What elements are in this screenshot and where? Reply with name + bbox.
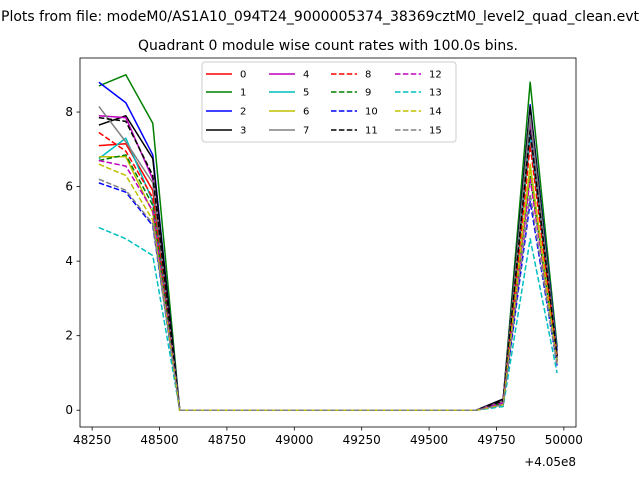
suptitle: Plots from file: modeM0/AS1A10_094T24_90… xyxy=(1,9,639,25)
x-tick-label: 49000 xyxy=(275,433,313,447)
legend-label-11: 11 xyxy=(365,126,378,137)
x-tick-label: 49500 xyxy=(410,433,448,447)
legend-label-13: 13 xyxy=(429,88,442,99)
x-tick-label: 48500 xyxy=(140,433,178,447)
series-line-14 xyxy=(98,163,558,411)
x-offset-label: +4.05e8 xyxy=(524,455,576,469)
legend-label-6: 6 xyxy=(303,107,309,118)
legend-label-4: 4 xyxy=(303,70,309,81)
series-line-7 xyxy=(98,105,558,411)
x-tick-label: 50000 xyxy=(545,433,583,447)
legend-label-10: 10 xyxy=(365,107,378,118)
legend-box xyxy=(201,61,457,143)
y-tick-label: 2 xyxy=(65,329,73,343)
legend-label-1: 1 xyxy=(240,88,246,99)
series-line-8 xyxy=(98,131,558,411)
legend-label-0: 0 xyxy=(240,70,246,81)
y-axis: 0 2 4 6 8 xyxy=(65,105,80,417)
legend-label-5: 5 xyxy=(303,88,309,99)
legend-label-9: 9 xyxy=(365,88,371,99)
legend-label-3: 3 xyxy=(240,126,246,137)
x-tick-label: 49250 xyxy=(343,433,381,447)
legend-label-14: 14 xyxy=(429,107,442,118)
x-tick-label: 48250 xyxy=(73,433,111,447)
series-line-11 xyxy=(98,116,558,411)
x-axis: 48250 48500 48750 49000 49250 49500 49750 50000 xyxy=(73,427,583,447)
legend-label-8: 8 xyxy=(365,70,371,81)
legend-label-15: 15 xyxy=(429,126,442,137)
series-line-3 xyxy=(98,105,558,411)
legend-label-7: 7 xyxy=(303,126,309,137)
series-line-15 xyxy=(98,178,558,411)
x-tick-label: 48750 xyxy=(208,433,246,447)
y-tick-label: 0 xyxy=(65,403,73,417)
legend-label-2: 2 xyxy=(240,107,246,118)
series-line-5 xyxy=(98,133,558,411)
plot-frame xyxy=(79,57,577,428)
y-tick-label: 8 xyxy=(65,105,73,119)
plot-area xyxy=(79,57,577,428)
y-tick-label: 6 xyxy=(65,180,73,194)
y-tick-label: 4 xyxy=(65,254,73,268)
legend-label-12: 12 xyxy=(429,70,442,81)
series-line-4 xyxy=(98,115,558,411)
x-tick-label: 49750 xyxy=(477,433,515,447)
chart-title: Quadrant 0 module wise count rates with … xyxy=(138,38,518,54)
